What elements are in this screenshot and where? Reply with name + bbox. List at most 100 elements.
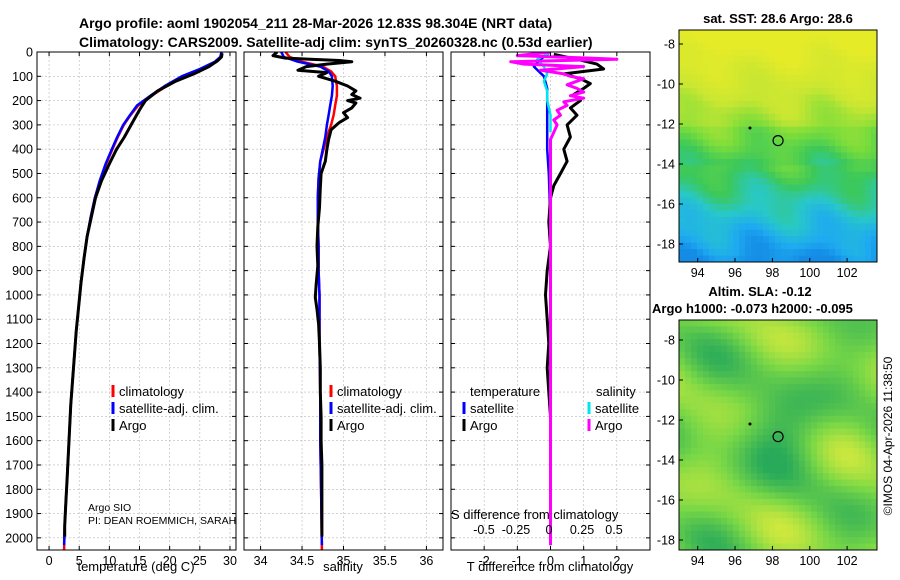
heatmap-cell <box>847 42 854 50</box>
heatmap-cell <box>703 152 710 160</box>
heatmap-cell <box>739 42 746 50</box>
heatmap-cell <box>805 466 812 474</box>
heatmap-cell <box>763 371 770 378</box>
heatmap-cell <box>799 403 806 410</box>
heatmap-cell <box>733 75 740 82</box>
heatmap-cell <box>811 255 818 262</box>
heatmap-cell <box>781 94 788 102</box>
heatmap-cell <box>775 191 782 198</box>
heatmap-cell <box>775 36 782 44</box>
heatmap-cell <box>775 383 782 391</box>
heatmap-cell <box>841 371 848 378</box>
heatmap-cell <box>751 88 758 95</box>
heatmap-cell <box>685 383 692 391</box>
heatmap-cell <box>697 332 704 340</box>
heatmap-cell <box>841 422 848 430</box>
heatmap-cell <box>739 428 746 436</box>
heatmap-cell <box>757 447 764 455</box>
heatmap-cell <box>769 249 776 256</box>
heatmap-cell <box>697 204 704 211</box>
heatmap-cell <box>829 441 836 449</box>
heatmap-cell <box>739 249 746 256</box>
heatmap-cell <box>859 171 866 179</box>
heatmap-cell <box>853 236 860 244</box>
heatmap-cell <box>697 113 704 121</box>
heatmap-cell <box>715 492 722 500</box>
heatmap-cell <box>757 454 764 461</box>
heatmap-cell <box>787 113 794 121</box>
heatmap-cell <box>859 30 866 37</box>
heatmap-cell <box>757 191 764 198</box>
heatmap-cell <box>775 371 782 378</box>
heatmap-cell <box>769 30 776 37</box>
heatmap-cell <box>865 511 872 519</box>
heatmap-cell <box>697 409 704 417</box>
heatmap-cell <box>769 204 776 211</box>
heatmap-cell <box>691 49 698 57</box>
heatmap-cell <box>721 403 728 410</box>
heatmap-cell <box>775 377 782 385</box>
heatmap-cell <box>763 518 770 525</box>
heatmap-cell <box>799 68 806 76</box>
heatmap-cell <box>853 498 860 506</box>
heatmap-cell <box>751 184 758 192</box>
heatmap-cell <box>805 133 812 140</box>
heatmap-cell <box>817 543 824 550</box>
heatmap-cell <box>823 492 830 500</box>
heatmap-cell <box>745 409 752 417</box>
heatmap-cell <box>751 486 758 493</box>
heatmap-cell <box>859 358 866 366</box>
heatmap-cell <box>835 326 842 334</box>
heatmap-cell <box>721 88 728 95</box>
heatmap-cell <box>727 210 734 218</box>
difference-ticks: -2 -1 0 1 2 <box>451 51 650 568</box>
heatmap-cell <box>697 403 704 410</box>
heatmap-cell <box>823 216 830 224</box>
heatmap-cell <box>763 403 770 410</box>
heatmap-cell <box>715 204 722 211</box>
heatmap-cell <box>733 42 740 50</box>
heatmap-cell <box>721 146 728 153</box>
profile-location-marker <box>772 431 784 443</box>
diff-legend-t-satellite-label: satellite <box>470 401 514 416</box>
heatmap-cell <box>859 36 866 44</box>
heatmap-cell <box>709 242 716 250</box>
heatmap-cell <box>727 158 734 166</box>
map-y-tick-label: -14 <box>657 454 675 468</box>
heatmap-cell <box>775 479 782 487</box>
heatmap-cell <box>751 158 758 166</box>
heatmap-cell <box>733 139 740 147</box>
heatmap-cell <box>769 396 776 404</box>
heatmap-cell <box>817 505 824 513</box>
heatmap-cell <box>793 197 800 205</box>
heatmap-cell <box>745 100 752 108</box>
heatmap-cell <box>715 165 722 173</box>
heatmap-cell <box>703 332 710 340</box>
heatmap-cell <box>859 473 866 481</box>
heatmap-cell <box>775 100 782 108</box>
heatmap-cell <box>835 460 842 468</box>
heatmap-cell <box>751 107 758 115</box>
heatmap-cell <box>721 75 728 82</box>
heatmap-cell <box>841 543 848 550</box>
heatmap-cell <box>697 441 704 449</box>
y-tick-label: 1700 <box>5 458 33 472</box>
heatmap-cell <box>865 505 872 513</box>
heatmap-cell <box>775 396 782 404</box>
heatmap-cell <box>733 113 740 121</box>
heatmap-cell <box>859 364 866 372</box>
heatmap-cell <box>715 409 722 417</box>
heatmap-cell <box>865 537 872 545</box>
heatmap-cell <box>853 396 860 404</box>
heatmap-cell <box>847 158 854 166</box>
heatmap-cell <box>829 518 836 525</box>
heatmap-cell <box>733 49 740 57</box>
heatmap-cell <box>805 460 812 468</box>
heatmap-cell <box>685 435 692 442</box>
heatmap-cell <box>775 152 782 160</box>
heatmap-cell <box>835 30 842 37</box>
heatmap-cell <box>709 184 716 192</box>
heatmap-cell <box>817 158 824 166</box>
heatmap-cell <box>751 229 758 237</box>
heatmap-cell <box>721 81 728 89</box>
